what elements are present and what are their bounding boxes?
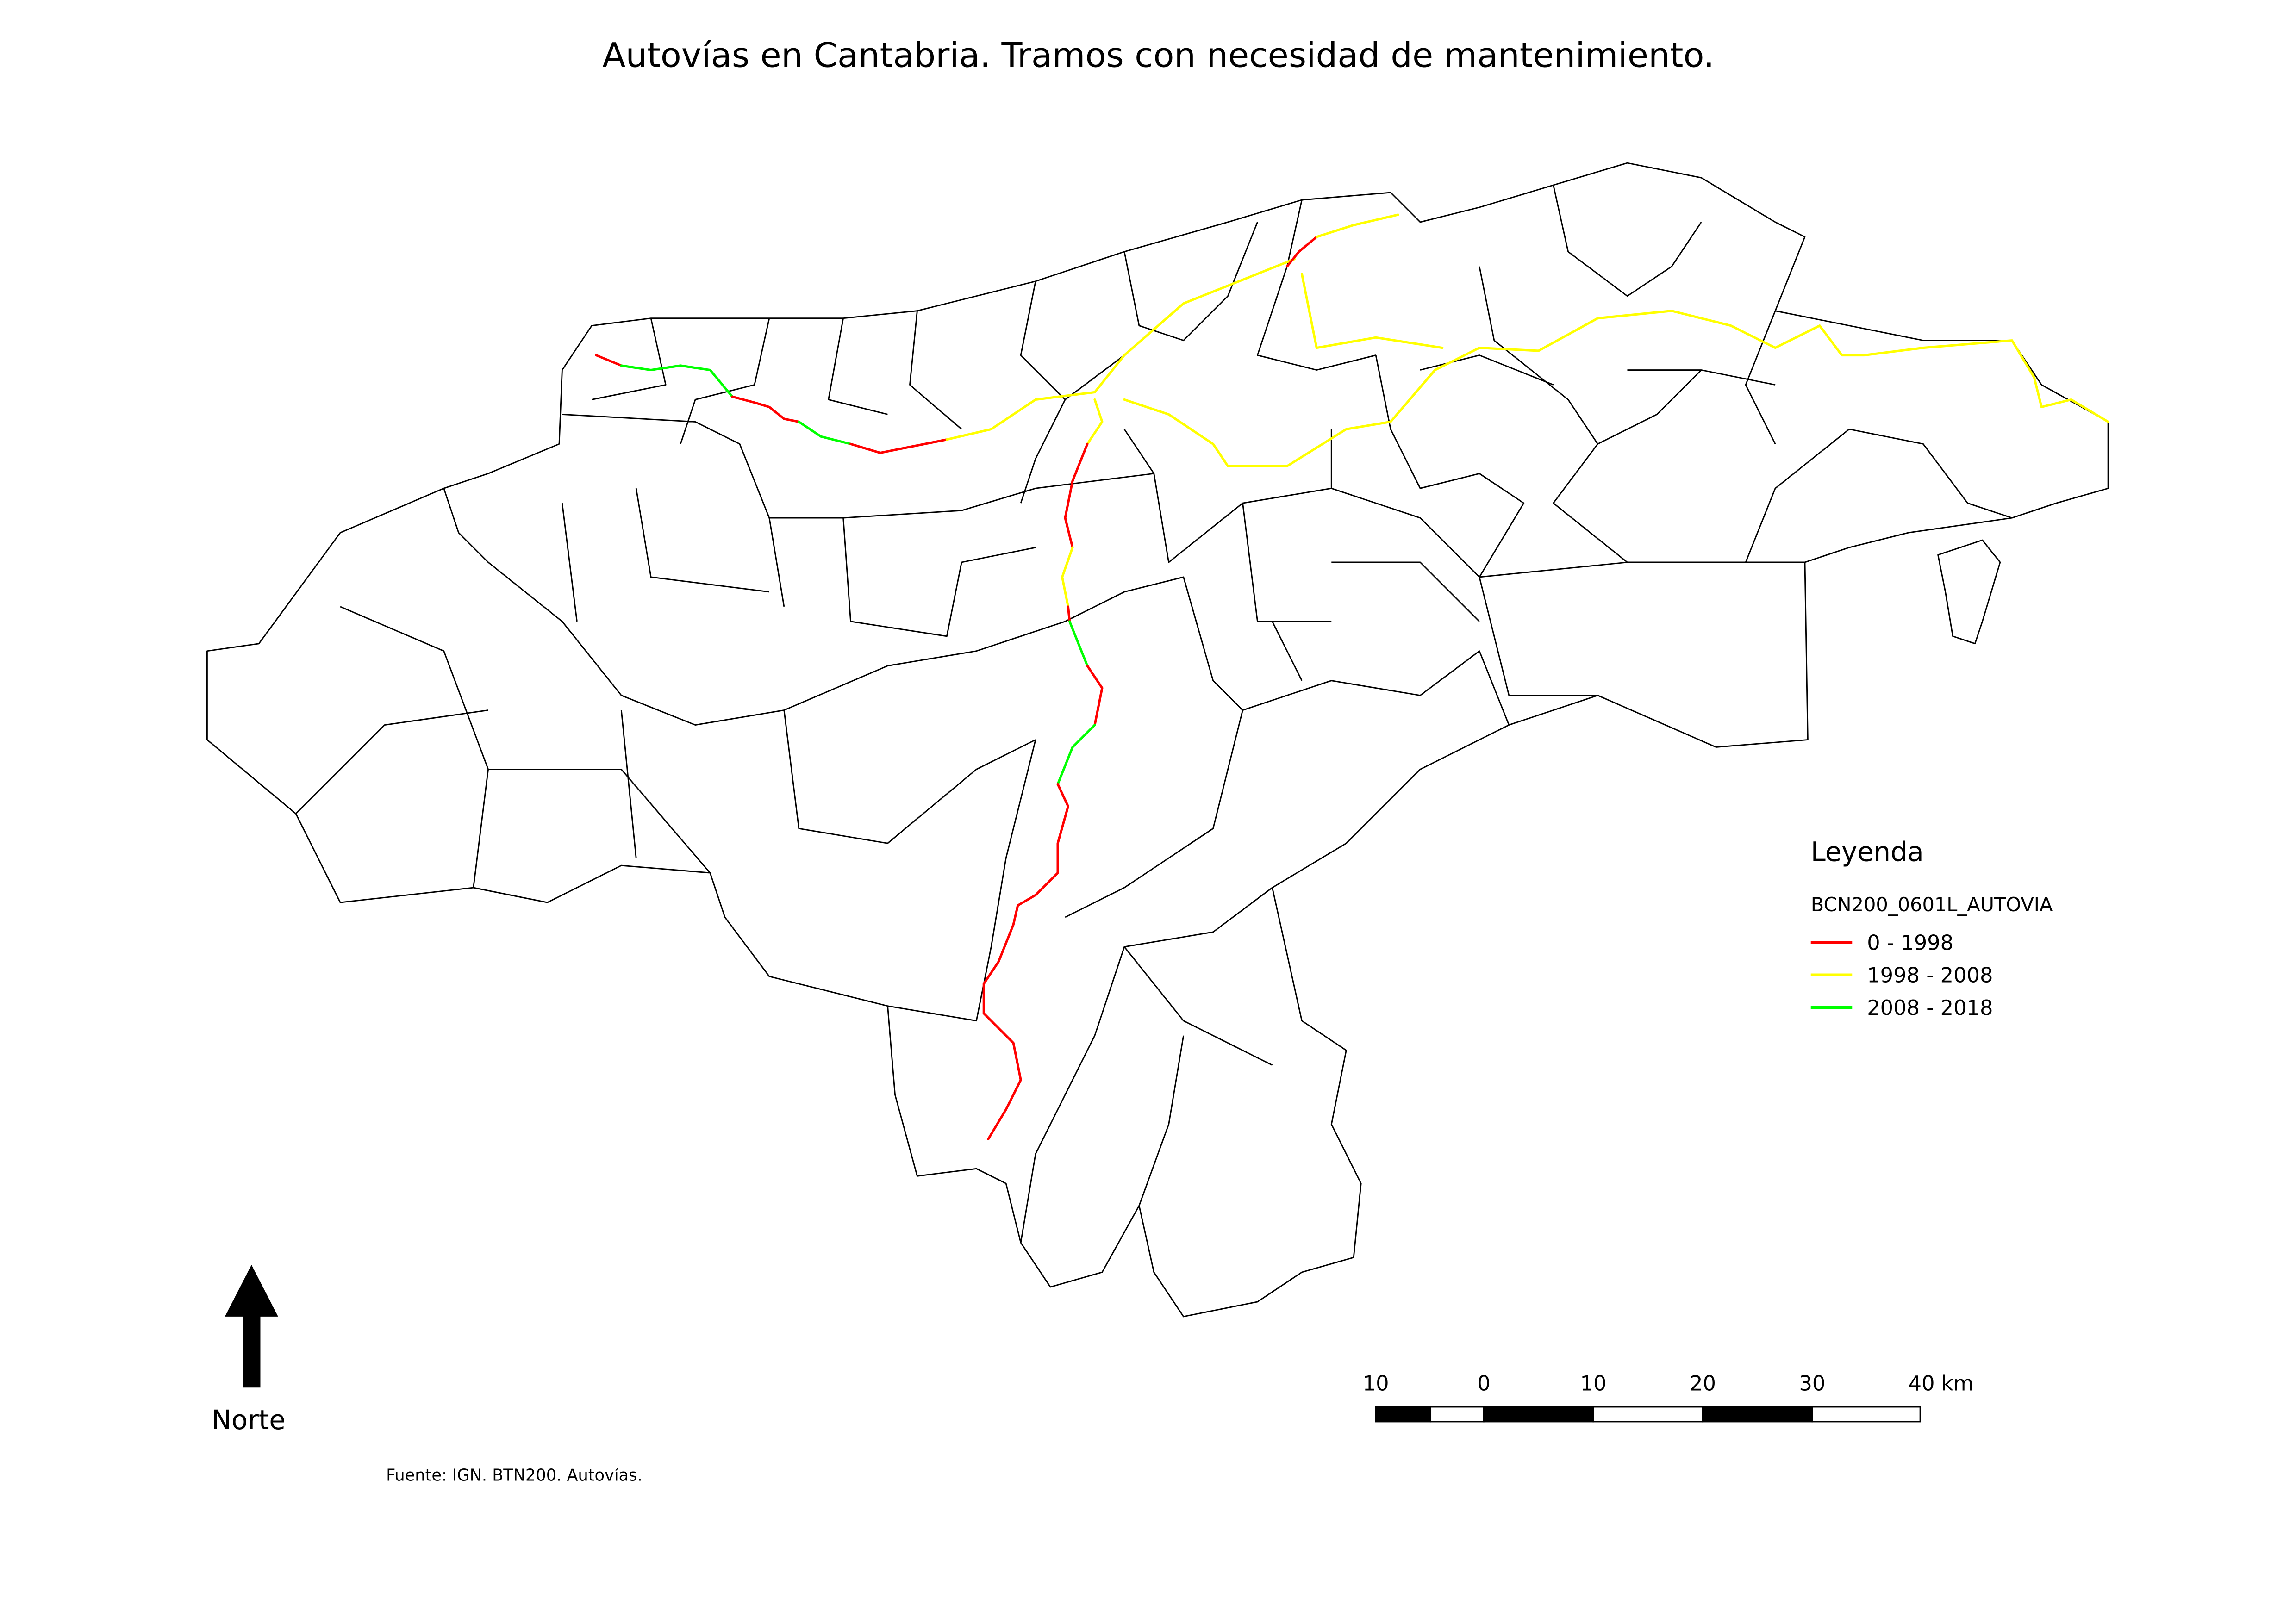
scale-segment bbox=[1429, 1406, 1485, 1423]
scale-label: 10 bbox=[1580, 1371, 1606, 1396]
road-segment-2008-2018 bbox=[798, 420, 852, 445]
road-segment-1998-2008 bbox=[1123, 310, 2109, 467]
legend: Leyenda BCN200_0601L_AUTOVIA 0 - 1998 199… bbox=[1810, 837, 2053, 1020]
road-segment-1998-2008 bbox=[1061, 546, 1074, 608]
scale-segment bbox=[1702, 1406, 1813, 1423]
north-arrow: Norte bbox=[212, 1265, 286, 1436]
north-label: Norte bbox=[212, 1405, 286, 1436]
road-segment-1998-2008 bbox=[1086, 398, 1104, 445]
road-segment-1998-2008 bbox=[1315, 213, 1399, 238]
road-segment-2008-2018 bbox=[1068, 620, 1089, 667]
road-segment-0-1998 bbox=[595, 354, 623, 367]
legend-heading: Leyenda bbox=[1811, 837, 1924, 868]
region-outline bbox=[206, 162, 2109, 1318]
scale-segment bbox=[1811, 1406, 1921, 1423]
road-segment-0-1998 bbox=[1086, 665, 1104, 727]
scale-bar: 10 0 10 20 30 40 km bbox=[1363, 1371, 1974, 1423]
road-segment-0-1998 bbox=[982, 783, 1069, 1140]
scale-segment bbox=[1375, 1406, 1432, 1423]
north-arrow-icon bbox=[225, 1265, 278, 1388]
island-outline bbox=[1937, 539, 2001, 645]
municipality-boundaries bbox=[206, 162, 2109, 1318]
scale-segment bbox=[1483, 1406, 1594, 1423]
road-segment-0-1998 bbox=[1067, 605, 1071, 623]
legend-item-label: 2008 - 2018 bbox=[1867, 995, 1993, 1020]
internal-boundaries bbox=[295, 185, 2012, 1243]
road-segments bbox=[595, 213, 2109, 1140]
scale-label: 30 bbox=[1799, 1371, 1825, 1396]
scale-label: 10 bbox=[1363, 1371, 1389, 1396]
road-segment-0-1998 bbox=[849, 438, 948, 454]
source-note: Fuente: IGN. BTN200. Autovías. bbox=[386, 1466, 643, 1485]
legend-item-label: 1998 - 2008 bbox=[1867, 963, 1993, 988]
legend-layer-name: BCN200_0601L_AUTOVIA bbox=[1811, 893, 2053, 916]
map-title: Autovías en Cantabria. Tramos con necesi… bbox=[602, 36, 1714, 75]
road-segment-0-1998 bbox=[1285, 236, 1318, 268]
scale-label: 0 bbox=[1477, 1371, 1490, 1396]
road-segment-2008-2018 bbox=[620, 364, 734, 398]
scale-segment bbox=[1592, 1406, 1704, 1423]
scale-label: 40 km bbox=[1909, 1371, 1974, 1396]
scale-label: 20 bbox=[1690, 1371, 1716, 1396]
road-segment-1998-2008 bbox=[945, 258, 1296, 441]
road-segment-2008-2018 bbox=[1056, 723, 1096, 785]
road-segment-0-1998 bbox=[731, 395, 800, 423]
road-segment-1998-2008 bbox=[1300, 273, 1444, 349]
legend-item-label: 0 - 1998 bbox=[1867, 930, 1953, 955]
road-segment-0-1998 bbox=[1064, 442, 1089, 549]
